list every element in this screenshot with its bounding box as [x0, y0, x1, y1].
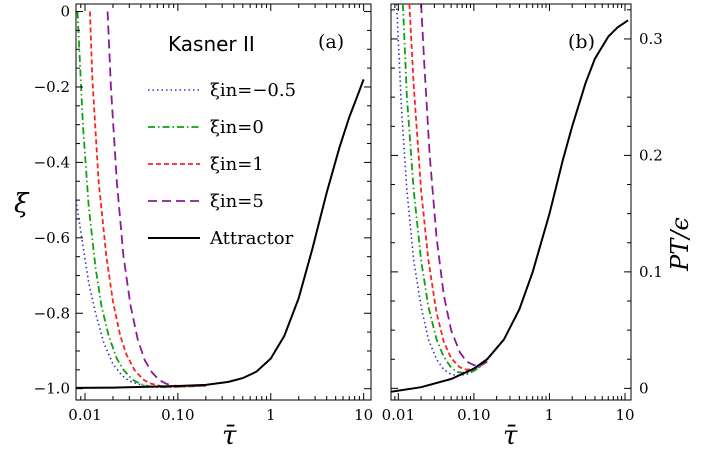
series-line-3 — [408, 4, 488, 371]
panel-b-y-ticks: 0 0.1 0.2 0.3 — [391, 9, 663, 397]
series-line-5 — [76, 79, 365, 389]
legend-label: ξin=5 — [210, 191, 264, 212]
panel-a-frame — [75, 3, 372, 401]
legend-label: ξin=−0.5 — [210, 80, 296, 101]
x-tick-label: 10 — [615, 406, 634, 424]
y-tick-label: −0.4 — [34, 153, 70, 171]
y-tick-label: −0.6 — [34, 229, 70, 247]
panel-a-curves — [76, 11, 365, 389]
panel-b-frame — [390, 3, 632, 401]
x-tick-label: 0.10 — [457, 406, 490, 424]
panel-a: 0.01 0.10 1 10 −1.0 −0.8 −0.6 −0.4 −0.2 0 (a) Ka… — [14, 3, 373, 451]
y-tick-label: 0 — [60, 3, 70, 21]
legend-label: ξin=0 — [210, 117, 264, 138]
y-tick-label: 0.1 — [639, 263, 663, 281]
panel-a-x-ticks: 0.01 0.10 1 10 — [68, 4, 373, 424]
y-tick-label: −0.8 — [34, 304, 70, 322]
panel-a-y-axis-label: ξ — [14, 189, 30, 219]
series-line-2 — [402, 4, 488, 375]
series-line-4 — [106, 11, 206, 387]
panel-a-annotation: Kasner II — [168, 32, 255, 56]
y-tick-label: −1.0 — [34, 380, 70, 398]
panel-b-curves — [391, 4, 629, 393]
legend-label: Attractor — [209, 228, 294, 249]
panel-b-x-ticks: 0.01 0.10 1 10 — [382, 4, 635, 424]
panel-a-x-axis-label: τ̄ — [222, 421, 237, 451]
series-line-4 — [420, 4, 488, 366]
x-tick-label: 1 — [266, 406, 276, 424]
y-tick-label: −0.2 — [34, 78, 70, 96]
panel-b-y-axis-label: PT/ϵ — [666, 217, 694, 272]
x-tick-label: 10 — [354, 406, 373, 424]
y-tick-label: 0.2 — [639, 146, 663, 164]
panel-b-label: (b) — [568, 31, 595, 53]
panel-a-y-ticks: −1.0 −0.8 −0.6 −0.4 −0.2 0 — [34, 3, 371, 398]
series-line-1 — [76, 199, 206, 389]
y-tick-label: 0 — [639, 379, 649, 397]
panel-b-y-axis-label-text: PT/ϵ — [666, 217, 694, 272]
x-tick-label: 0.01 — [68, 406, 101, 424]
panel-a-label: (a) — [318, 31, 344, 53]
legend: ξin=−0.5 ξin=0 ξin=1 ξin=5 Attractor — [148, 80, 296, 249]
x-tick-label: 1 — [545, 406, 555, 424]
legend-label: ξin=1 — [210, 154, 264, 175]
panel-b: 0.01 0.10 1 10 0 0.1 0.2 0.3 (b) τ̄ PT/ϵ — [382, 3, 694, 451]
panel-b-x-axis-label: τ̄ — [503, 421, 518, 451]
x-tick-label: 0.01 — [382, 406, 415, 424]
x-tick-label: 0.10 — [161, 406, 194, 424]
series-line-2 — [76, 11, 206, 389]
series-line-5 — [391, 19, 629, 393]
series-line-1 — [395, 4, 488, 377]
y-tick-label: 0.3 — [639, 30, 663, 48]
